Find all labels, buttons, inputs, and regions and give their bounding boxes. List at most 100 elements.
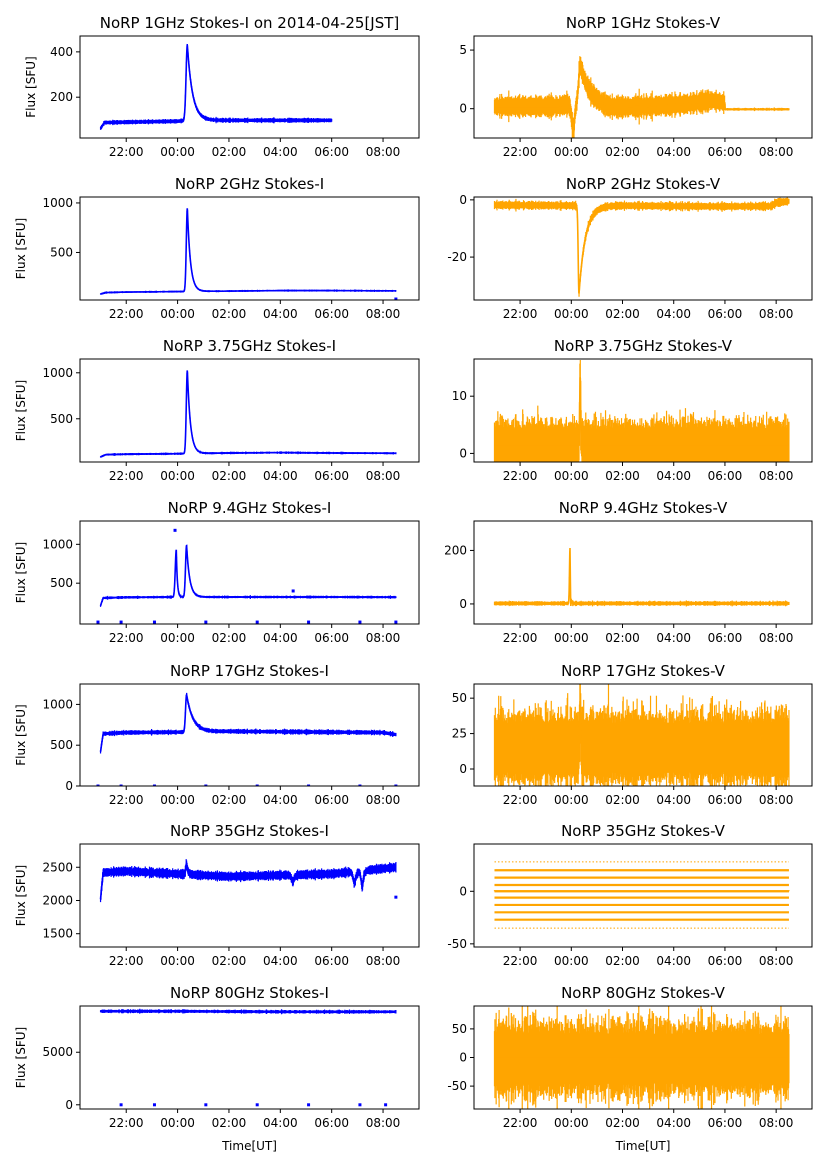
data-band <box>493 551 790 607</box>
series-6 <box>96 528 398 624</box>
axes-frame <box>473 843 813 948</box>
panel-5: 22:00 00:00 02:00 04:00 06:00 08:00 0 10 NoRP 3.… <box>452 337 813 483</box>
y-tick-label: 0 <box>459 102 467 116</box>
panel-1: 22:00 00:00 02:00 04:00 06:00 08:00 0 5 NoRP 1GH… <box>459 14 813 159</box>
panel-title: NoRP 3.75GHz Stokes-V <box>554 337 733 355</box>
x-tick-label: 02:00 <box>212 954 247 968</box>
data-band <box>493 359 790 462</box>
data-band <box>99 210 397 295</box>
series-0 <box>99 43 333 130</box>
y-tick-label: 400 <box>50 45 73 59</box>
series-2 <box>99 208 398 300</box>
outlier-point <box>307 620 311 624</box>
y-axis-label: Flux [SFU] <box>14 704 28 765</box>
axes-frame <box>79 1005 420 1110</box>
panel-title: NoRP 9.4GHz Stokes-V <box>559 499 728 517</box>
axes-frame <box>79 683 420 787</box>
data-trace <box>494 700 789 749</box>
x-tick-label: 04:00 <box>263 793 298 807</box>
x-tick-label: 22:00 <box>503 631 538 645</box>
x-tick-label: 00:00 <box>554 469 589 483</box>
x-tick-label: 02:00 <box>605 793 640 807</box>
data-trace <box>100 1010 396 1013</box>
y-tick-label: 5000 <box>42 1045 73 1059</box>
series-8 <box>96 692 398 786</box>
x-tick-label: 22:00 <box>109 145 144 159</box>
panel-11: 22:00 00:00 02:00 04:00 06:00 08:00 -50 0 NoRP 3… <box>447 822 813 968</box>
data-trace <box>99 43 332 129</box>
y-tick-label: -50 <box>447 1079 467 1093</box>
x-tick-label: 06:00 <box>314 145 349 159</box>
x-tick-label: 00:00 <box>160 631 195 645</box>
axes-frame <box>79 358 420 463</box>
panel-6: 22:00 00:00 02:00 04:00 06:00 08:00 500 1000 NoR… <box>14 499 420 645</box>
outlier-point <box>204 784 208 786</box>
series-1 <box>493 56 790 138</box>
x-tick-label: 06:00 <box>708 1116 743 1130</box>
x-tick-label: 08:00 <box>366 145 401 159</box>
x-tick-label: 00:00 <box>554 954 589 968</box>
panel-title: NoRP 80GHz Stokes-I <box>170 984 329 1002</box>
data-band <box>493 684 790 786</box>
outlier-point <box>152 1103 156 1107</box>
y-tick-label: -20 <box>447 250 467 264</box>
x-tick-label: 08:00 <box>759 469 794 483</box>
x-tick-label: 08:00 <box>759 145 794 159</box>
y-tick-label: 1500 <box>42 927 73 941</box>
x-tick-label: 08:00 <box>759 793 794 807</box>
x-tick-label: 08:00 <box>366 793 401 807</box>
y-tick-label: 0 <box>459 884 467 898</box>
data-trace <box>99 692 397 752</box>
x-tick-label: 02:00 <box>605 631 640 645</box>
y-tick-label: 0 <box>65 779 73 793</box>
axes-frame <box>473 196 813 301</box>
panel-title: NoRP 80GHz Stokes-V <box>561 984 726 1002</box>
outlier-point <box>394 620 398 624</box>
x-tick-label: 02:00 <box>212 469 247 483</box>
panel-10: 22:00 00:00 02:00 04:00 06:00 08:00 1500 2000 25… <box>14 822 420 968</box>
axes-frame <box>79 196 420 301</box>
panel-8: 22:00 00:00 02:00 04:00 06:00 08:00 0 500 1000 No… <box>14 662 420 807</box>
data-trace <box>99 862 396 900</box>
x-tick-label: 06:00 <box>314 793 349 807</box>
series-13 <box>493 1006 790 1109</box>
x-tick-label: 04:00 <box>656 145 691 159</box>
x-tick-label: 04:00 <box>656 954 691 968</box>
data-trace <box>494 547 789 606</box>
outlier-point <box>96 784 100 786</box>
x-tick-label: 08:00 <box>759 307 794 321</box>
data-trace <box>494 377 789 446</box>
panel-title: NoRP 35GHz Stokes-V <box>561 822 726 840</box>
panel-title: NoRP 17GHz Stokes-I <box>170 662 329 680</box>
x-tick-label: 04:00 <box>656 469 691 483</box>
x-tick-label: 00:00 <box>554 307 589 321</box>
x-tick-label: 04:00 <box>263 469 298 483</box>
outlier-point <box>307 1103 311 1107</box>
x-tick-label: 08:00 <box>366 631 401 645</box>
x-tick-label: 00:00 <box>160 793 195 807</box>
y-tick-label: 0 <box>459 446 467 460</box>
y-tick-label: 2500 <box>42 860 73 874</box>
y-tick-label: 0 <box>459 762 467 776</box>
axes-frame <box>79 520 420 625</box>
panel-3: 22:00 00:00 02:00 04:00 06:00 08:00 -20 0 NoRP 2… <box>447 175 813 321</box>
x-tick-label: 08:00 <box>759 1116 794 1130</box>
series-11 <box>493 861 790 929</box>
series-4 <box>99 370 397 458</box>
x-tick-label: 02:00 <box>605 145 640 159</box>
outlier-point <box>255 1103 259 1107</box>
y-axis-label: Flux [SFU] <box>24 56 38 117</box>
x-axis-label: Time[UT] <box>615 1139 671 1153</box>
panel-9: 22:00 00:00 02:00 04:00 06:00 08:00 0 25 50 NoRP … <box>452 662 813 807</box>
outlier-point <box>173 528 177 532</box>
outlier-point <box>204 1103 208 1107</box>
x-tick-label: 00:00 <box>554 1116 589 1130</box>
x-tick-label: 22:00 <box>109 793 144 807</box>
panel-title: NoRP 2GHz Stokes-I <box>175 175 324 193</box>
x-tick-label: 04:00 <box>263 954 298 968</box>
x-tick-label: 22:00 <box>109 307 144 321</box>
x-tick-label: 06:00 <box>314 1116 349 1130</box>
y-tick-label: 2000 <box>42 893 73 907</box>
x-tick-label: 02:00 <box>212 631 247 645</box>
panel-7: 22:00 00:00 02:00 04:00 06:00 08:00 0 200 NoRP 9… <box>444 499 813 645</box>
